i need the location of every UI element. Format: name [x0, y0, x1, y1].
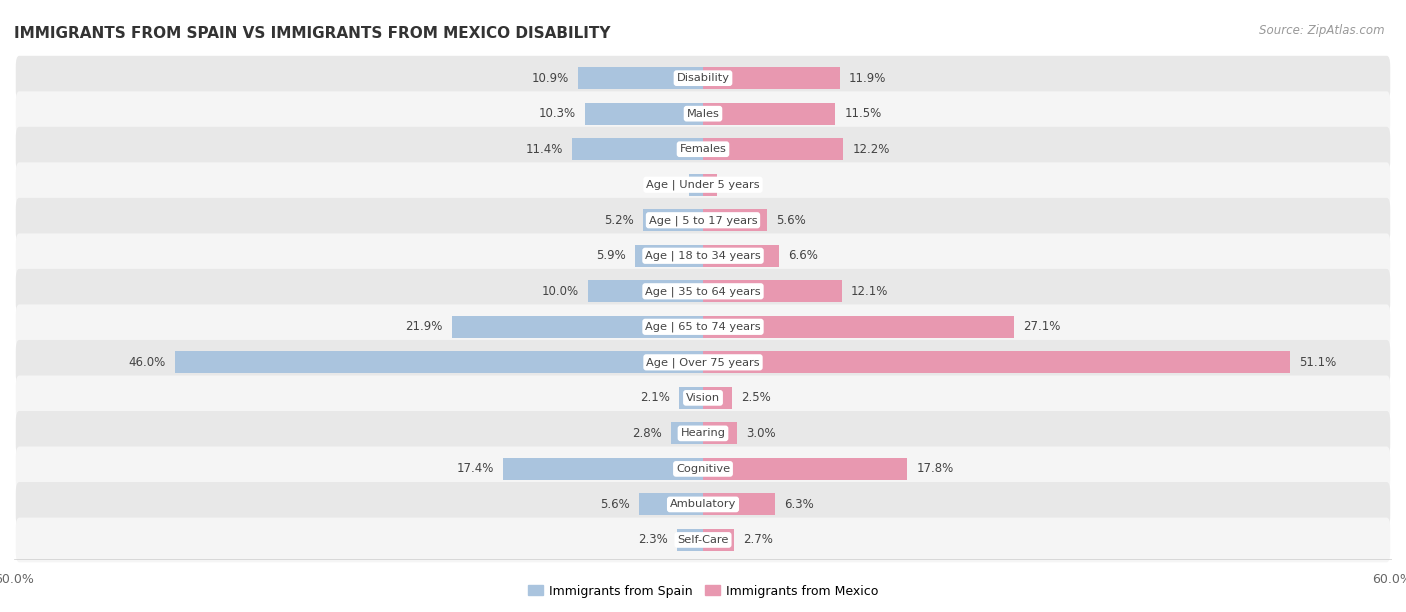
Text: Cognitive: Cognitive [676, 464, 730, 474]
Text: Age | 18 to 34 years: Age | 18 to 34 years [645, 250, 761, 261]
Bar [703, 67, 839, 89]
FancyBboxPatch shape [15, 127, 1391, 171]
Text: 1.2%: 1.2% [650, 178, 681, 191]
Text: Age | 5 to 17 years: Age | 5 to 17 years [648, 215, 758, 225]
Text: Age | Under 5 years: Age | Under 5 years [647, 179, 759, 190]
FancyBboxPatch shape [15, 482, 1391, 527]
Text: 5.6%: 5.6% [776, 214, 806, 227]
Text: 11.4%: 11.4% [526, 143, 562, 155]
Text: 2.3%: 2.3% [638, 534, 668, 547]
Text: 10.9%: 10.9% [531, 72, 568, 84]
FancyBboxPatch shape [15, 518, 1391, 562]
Bar [578, 67, 703, 89]
Text: Hearing: Hearing [681, 428, 725, 438]
Text: IMMIGRANTS FROM SPAIN VS IMMIGRANTS FROM MEXICO DISABILITY: IMMIGRANTS FROM SPAIN VS IMMIGRANTS FROM… [14, 26, 610, 42]
Text: Males: Males [686, 109, 720, 119]
Bar [588, 280, 703, 302]
Bar [451, 316, 703, 338]
Bar [503, 458, 703, 480]
Bar [703, 280, 842, 302]
Bar [679, 387, 703, 409]
Text: 5.2%: 5.2% [605, 214, 634, 227]
Bar [638, 493, 703, 515]
Text: 17.8%: 17.8% [917, 463, 953, 476]
Text: 10.0%: 10.0% [541, 285, 579, 298]
Text: 2.8%: 2.8% [631, 427, 662, 440]
FancyBboxPatch shape [15, 411, 1391, 456]
Text: 2.1%: 2.1% [640, 391, 669, 405]
Text: 10.3%: 10.3% [538, 107, 575, 120]
Bar [174, 351, 703, 373]
Bar [572, 138, 703, 160]
Text: 27.1%: 27.1% [1024, 320, 1060, 334]
Text: 17.4%: 17.4% [457, 463, 494, 476]
Bar [703, 245, 779, 267]
Bar [703, 493, 775, 515]
Text: 3.0%: 3.0% [747, 427, 776, 440]
Text: 2.5%: 2.5% [741, 391, 770, 405]
Text: Ambulatory: Ambulatory [669, 499, 737, 509]
Bar [703, 458, 907, 480]
Bar [703, 316, 1014, 338]
Text: 6.6%: 6.6% [787, 249, 818, 263]
FancyBboxPatch shape [15, 233, 1391, 278]
Text: Age | Over 75 years: Age | Over 75 years [647, 357, 759, 368]
Text: 21.9%: 21.9% [405, 320, 443, 334]
Bar [703, 103, 835, 125]
Bar [636, 245, 703, 267]
FancyBboxPatch shape [15, 340, 1391, 385]
Text: Age | 65 to 74 years: Age | 65 to 74 years [645, 321, 761, 332]
Text: Vision: Vision [686, 393, 720, 403]
FancyBboxPatch shape [15, 198, 1391, 242]
Text: Source: ZipAtlas.com: Source: ZipAtlas.com [1260, 24, 1385, 37]
Text: 12.1%: 12.1% [851, 285, 889, 298]
Text: 12.2%: 12.2% [852, 143, 890, 155]
Bar [585, 103, 703, 125]
FancyBboxPatch shape [15, 304, 1391, 349]
Bar [703, 174, 717, 196]
FancyBboxPatch shape [15, 162, 1391, 207]
Text: 11.9%: 11.9% [849, 72, 886, 84]
Bar [671, 422, 703, 444]
Text: Age | 35 to 64 years: Age | 35 to 64 years [645, 286, 761, 297]
FancyBboxPatch shape [15, 376, 1391, 420]
Bar [676, 529, 703, 551]
Text: 5.6%: 5.6% [600, 498, 630, 511]
FancyBboxPatch shape [15, 56, 1391, 100]
Legend: Immigrants from Spain, Immigrants from Mexico: Immigrants from Spain, Immigrants from M… [523, 580, 883, 602]
Bar [644, 209, 703, 231]
Text: Self-Care: Self-Care [678, 535, 728, 545]
Bar [703, 387, 731, 409]
Text: Females: Females [679, 144, 727, 154]
Text: 5.9%: 5.9% [596, 249, 626, 263]
Bar [703, 138, 844, 160]
Bar [703, 422, 738, 444]
Text: 6.3%: 6.3% [785, 498, 814, 511]
Text: 51.1%: 51.1% [1299, 356, 1336, 369]
Text: 2.7%: 2.7% [744, 534, 773, 547]
FancyBboxPatch shape [15, 91, 1391, 136]
Bar [703, 209, 768, 231]
Bar [689, 174, 703, 196]
Text: 11.5%: 11.5% [844, 107, 882, 120]
Text: 1.2%: 1.2% [725, 178, 756, 191]
Text: Disability: Disability [676, 73, 730, 83]
FancyBboxPatch shape [15, 269, 1391, 314]
Bar [703, 529, 734, 551]
FancyBboxPatch shape [15, 447, 1391, 491]
Bar [703, 351, 1289, 373]
Text: 46.0%: 46.0% [128, 356, 166, 369]
